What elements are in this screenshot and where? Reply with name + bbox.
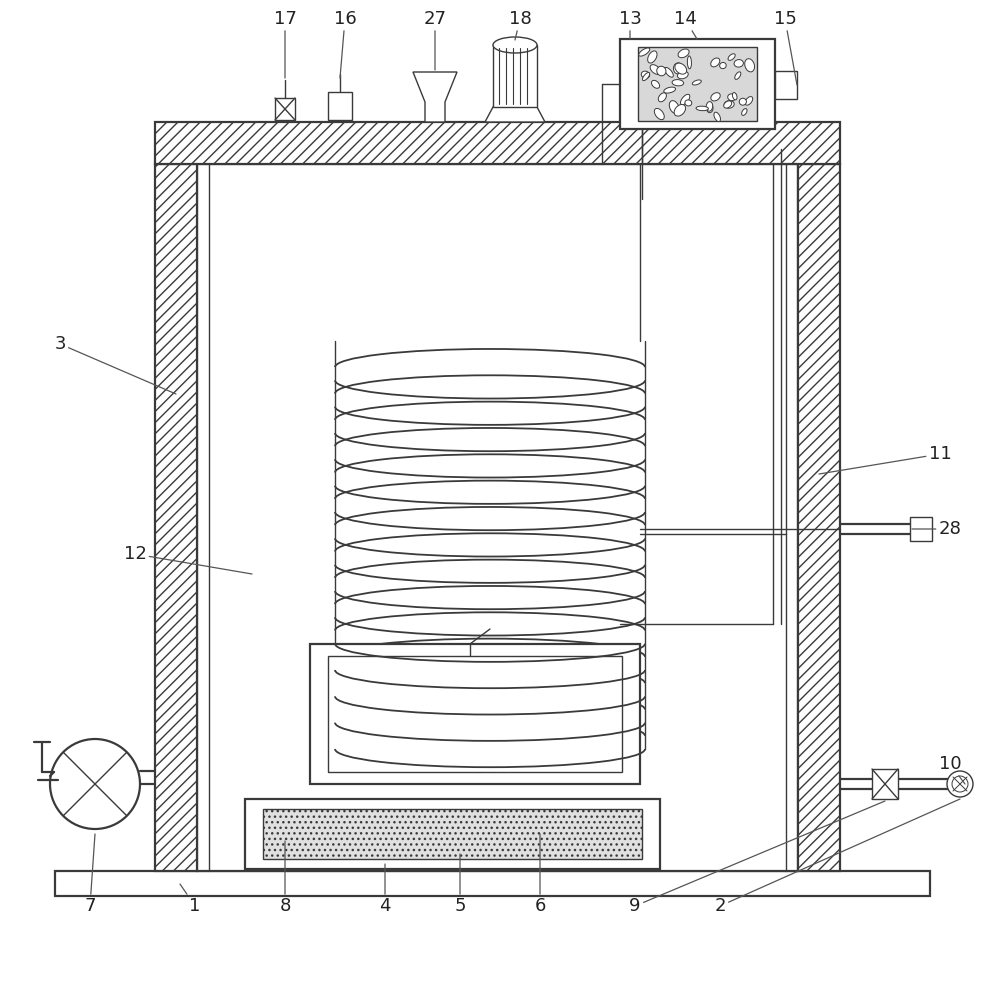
Text: 8: 8	[279, 841, 291, 915]
Text: 12: 12	[124, 545, 252, 574]
Polygon shape	[485, 107, 545, 122]
Ellipse shape	[639, 48, 650, 56]
Bar	[798, 164, 840, 871]
Bar	[155, 164, 197, 871]
Text: 15: 15	[774, 10, 797, 85]
Ellipse shape	[664, 67, 673, 77]
Bar	[310, 644, 640, 784]
Text: 6: 6	[534, 834, 546, 915]
Text: 13: 13	[619, 10, 641, 39]
Bar	[55, 871, 930, 896]
Ellipse shape	[739, 98, 746, 105]
Bar	[638, 47, 757, 121]
Ellipse shape	[664, 88, 676, 93]
Ellipse shape	[696, 106, 708, 110]
Ellipse shape	[654, 108, 664, 120]
Ellipse shape	[720, 62, 726, 69]
Ellipse shape	[745, 59, 755, 72]
Bar	[328, 656, 622, 772]
Ellipse shape	[680, 94, 690, 105]
Ellipse shape	[714, 112, 720, 122]
Ellipse shape	[706, 101, 713, 111]
Ellipse shape	[724, 101, 732, 108]
Ellipse shape	[687, 56, 691, 69]
Ellipse shape	[707, 104, 713, 112]
Polygon shape	[413, 72, 457, 122]
Text: 5: 5	[454, 854, 466, 915]
Ellipse shape	[742, 108, 747, 115]
Ellipse shape	[677, 71, 688, 79]
Text: 7: 7	[84, 834, 96, 915]
Ellipse shape	[711, 58, 720, 67]
Bar	[775, 71, 797, 99]
Bar	[872, 769, 898, 799]
Text: 2: 2	[714, 799, 960, 915]
Bar	[245, 799, 660, 869]
Ellipse shape	[651, 81, 660, 89]
Text: 9: 9	[629, 801, 885, 915]
Ellipse shape	[724, 100, 734, 108]
Text: 16: 16	[334, 10, 356, 78]
Bar	[328, 92, 352, 120]
Ellipse shape	[678, 49, 689, 58]
Ellipse shape	[728, 93, 736, 100]
Text: 28: 28	[912, 520, 961, 538]
Ellipse shape	[648, 51, 657, 63]
Ellipse shape	[745, 96, 753, 105]
Text: 1: 1	[180, 884, 201, 915]
Ellipse shape	[650, 65, 660, 75]
Text: 10: 10	[939, 755, 965, 784]
Ellipse shape	[675, 63, 687, 74]
Bar	[910, 517, 932, 541]
Ellipse shape	[735, 72, 741, 80]
Ellipse shape	[674, 104, 686, 116]
Text: 27: 27	[424, 10, 446, 70]
Circle shape	[952, 776, 968, 792]
Bar	[493, 45, 537, 107]
Ellipse shape	[672, 80, 684, 86]
Ellipse shape	[642, 73, 650, 81]
Bar	[197, 164, 798, 871]
Ellipse shape	[641, 71, 650, 79]
Ellipse shape	[657, 66, 666, 76]
Ellipse shape	[685, 99, 692, 106]
Ellipse shape	[669, 100, 679, 113]
Text: 11: 11	[819, 445, 951, 474]
Ellipse shape	[658, 92, 666, 101]
Text: 18: 18	[509, 10, 531, 40]
Ellipse shape	[711, 92, 720, 101]
Bar	[620, 39, 775, 129]
Ellipse shape	[732, 92, 737, 99]
Ellipse shape	[728, 54, 735, 60]
Text: 17: 17	[274, 10, 296, 78]
Circle shape	[50, 739, 140, 829]
Ellipse shape	[692, 80, 701, 85]
Bar	[263, 809, 642, 859]
Circle shape	[947, 771, 973, 797]
Ellipse shape	[493, 37, 537, 53]
Text: 3: 3	[54, 335, 176, 394]
Text: 14: 14	[674, 10, 697, 39]
Text: 4: 4	[379, 864, 391, 915]
Ellipse shape	[673, 63, 683, 74]
Bar	[155, 122, 840, 164]
Ellipse shape	[734, 60, 743, 67]
Bar	[275, 98, 295, 120]
